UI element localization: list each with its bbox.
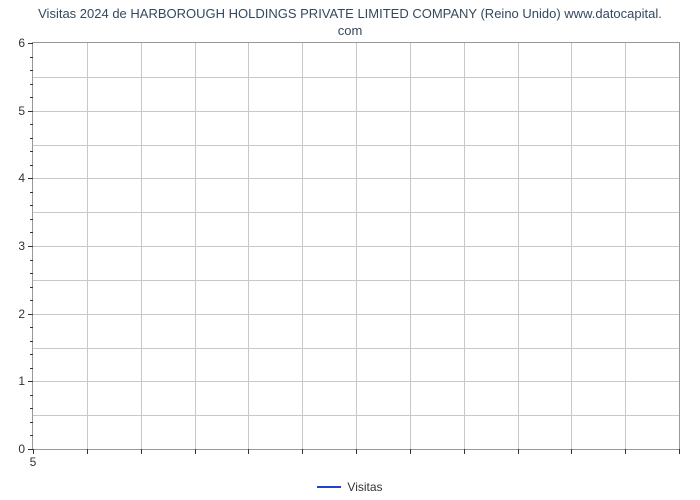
ytick-major: [28, 246, 33, 247]
ytick-minor: [30, 368, 33, 369]
xtick-major: [625, 449, 626, 454]
grid-h: [33, 314, 679, 315]
chart-title-line2: com: [338, 23, 363, 38]
ytick-minor: [30, 422, 33, 423]
ytick-minor: [30, 165, 33, 166]
ytick-minor: [30, 300, 33, 301]
xtick-major: [518, 449, 519, 454]
ytick-minor: [30, 273, 33, 274]
xtick-major: [141, 449, 142, 454]
ytick-minor: [30, 435, 33, 436]
xtick-major: [87, 449, 88, 454]
ytick-major: [28, 178, 33, 179]
ytick-minor: [30, 124, 33, 125]
grid-h-mid: [33, 415, 679, 416]
ytick-minor: [30, 57, 33, 58]
legend-line: [317, 486, 341, 488]
xtick-major: [356, 449, 357, 454]
xtick-major: [302, 449, 303, 454]
ytick-minor: [30, 138, 33, 139]
chart-title: Visitas 2024 de HARBOROUGH HOLDINGS PRIV…: [0, 0, 700, 42]
grid-h: [33, 178, 679, 179]
xtick-label: 5: [30, 455, 37, 469]
chart-title-line1: Visitas 2024 de HARBOROUGH HOLDINGS PRIV…: [38, 6, 662, 21]
ytick-minor: [30, 327, 33, 328]
ytick-minor: [30, 408, 33, 409]
plot-area: 01234565: [32, 42, 680, 450]
ytick-minor: [30, 84, 33, 85]
ytick-label: 6: [18, 36, 25, 50]
xtick-major: [571, 449, 572, 454]
ytick-label: 5: [18, 104, 25, 118]
ytick-minor: [30, 341, 33, 342]
ytick-minor: [30, 219, 33, 220]
grid-h: [33, 246, 679, 247]
ytick-minor: [30, 205, 33, 206]
ytick-minor: [30, 97, 33, 98]
grid-h-mid: [33, 212, 679, 213]
grid-h: [33, 111, 679, 112]
ytick-minor: [30, 395, 33, 396]
plot-wrap: 01234565: [32, 42, 680, 450]
ytick-minor: [30, 260, 33, 261]
ytick-minor: [30, 70, 33, 71]
ytick-major: [28, 111, 33, 112]
xtick-major: [248, 449, 249, 454]
xtick-major: [195, 449, 196, 454]
ytick-label: 1: [18, 374, 25, 388]
grid-h-mid: [33, 348, 679, 349]
grid-h-mid: [33, 77, 679, 78]
legend-label: Visitas: [347, 480, 382, 494]
ytick-minor: [30, 192, 33, 193]
ytick-minor: [30, 354, 33, 355]
ytick-minor: [30, 151, 33, 152]
ytick-label: 3: [18, 239, 25, 253]
ytick-label: 0: [18, 442, 25, 456]
xtick-major: [33, 449, 34, 454]
ytick-minor: [30, 232, 33, 233]
legend: Visitas: [0, 479, 700, 494]
grid-h-mid: [33, 145, 679, 146]
ytick-major: [28, 43, 33, 44]
grid-h-mid: [33, 280, 679, 281]
grid-h: [33, 381, 679, 382]
xtick-major: [679, 449, 680, 454]
ytick-label: 2: [18, 307, 25, 321]
ytick-minor: [30, 287, 33, 288]
xtick-major: [410, 449, 411, 454]
ytick-major: [28, 381, 33, 382]
chart-container: Visitas 2024 de HARBOROUGH HOLDINGS PRIV…: [0, 0, 700, 500]
ytick-major: [28, 314, 33, 315]
xtick-major: [464, 449, 465, 454]
ytick-label: 4: [18, 171, 25, 185]
